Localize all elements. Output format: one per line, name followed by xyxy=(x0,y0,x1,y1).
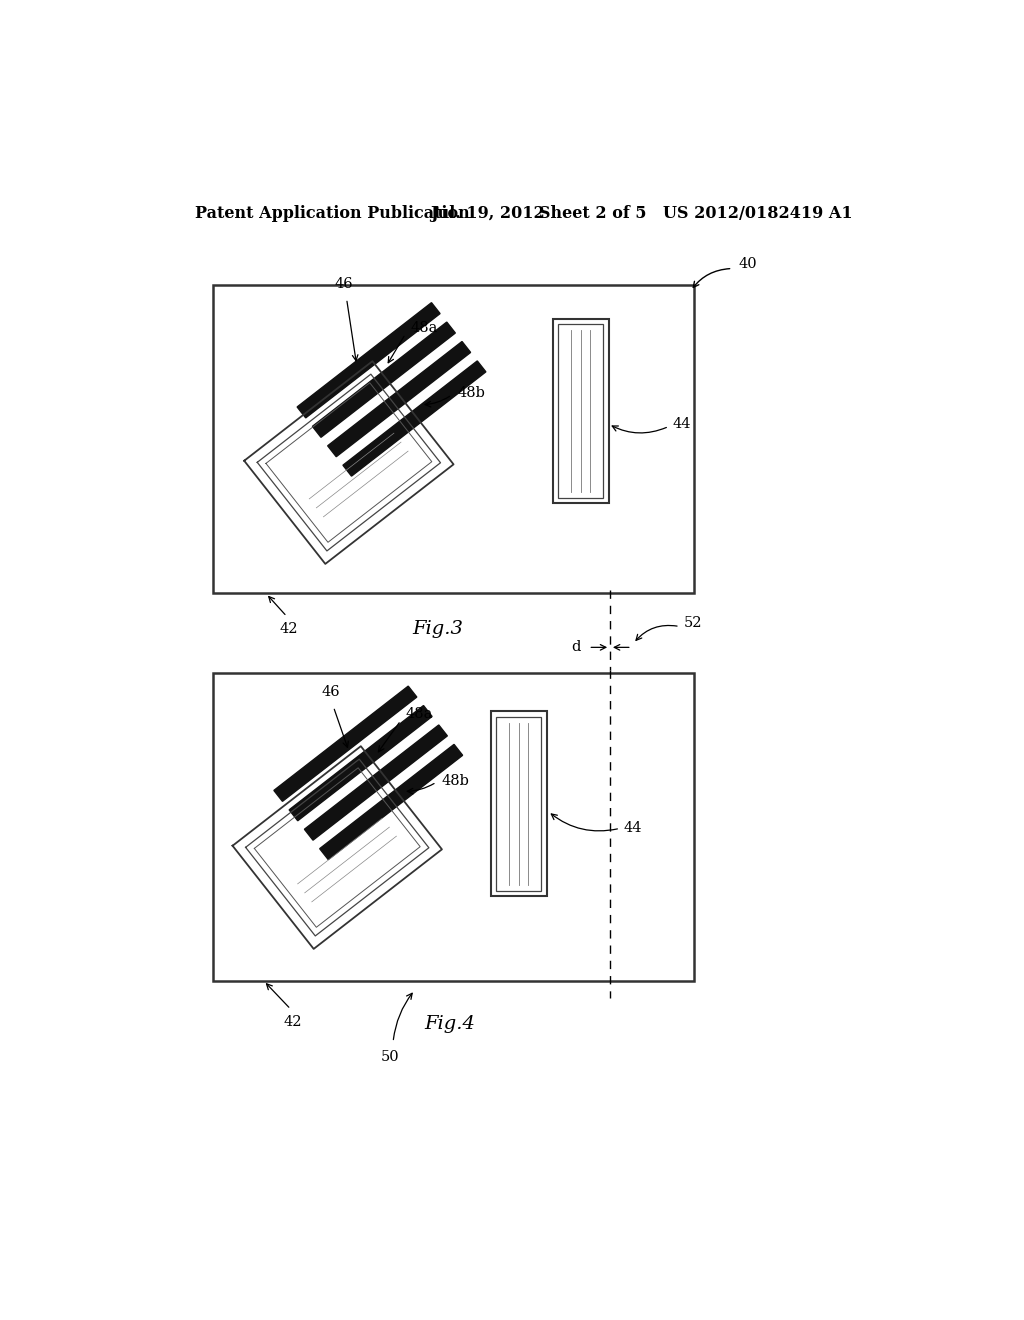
Text: Fig.3: Fig.3 xyxy=(413,620,464,639)
Bar xyxy=(553,318,608,503)
Polygon shape xyxy=(319,744,463,859)
Text: 46: 46 xyxy=(334,277,352,290)
Bar xyxy=(496,717,541,891)
Text: 48b: 48b xyxy=(458,387,485,400)
Text: 44: 44 xyxy=(673,417,691,432)
Bar xyxy=(213,285,693,594)
Bar xyxy=(490,711,547,896)
Bar xyxy=(558,323,603,498)
Polygon shape xyxy=(304,725,447,840)
Polygon shape xyxy=(289,706,432,821)
Text: 50: 50 xyxy=(381,1051,399,1064)
Text: Jul. 19, 2012: Jul. 19, 2012 xyxy=(430,206,545,222)
Polygon shape xyxy=(273,686,417,801)
Text: Fig.4: Fig.4 xyxy=(424,1015,475,1032)
Polygon shape xyxy=(312,322,456,437)
Text: 48b: 48b xyxy=(442,774,470,788)
Text: 52: 52 xyxy=(684,615,702,630)
Text: US 2012/0182419 A1: US 2012/0182419 A1 xyxy=(663,206,852,222)
Text: 48a: 48a xyxy=(406,708,433,721)
Polygon shape xyxy=(343,360,485,477)
Text: Sheet 2 of 5: Sheet 2 of 5 xyxy=(539,206,646,222)
Text: 46: 46 xyxy=(322,685,340,700)
Text: 40: 40 xyxy=(738,257,758,271)
Text: 44: 44 xyxy=(624,821,642,836)
Bar xyxy=(213,673,693,981)
Text: 42: 42 xyxy=(280,622,298,636)
Text: Patent Application Publication: Patent Application Publication xyxy=(196,206,470,222)
Text: 48a: 48a xyxy=(411,321,438,335)
Polygon shape xyxy=(297,302,440,418)
Text: 42: 42 xyxy=(284,1015,302,1028)
Polygon shape xyxy=(328,342,471,457)
Text: d: d xyxy=(571,640,581,653)
